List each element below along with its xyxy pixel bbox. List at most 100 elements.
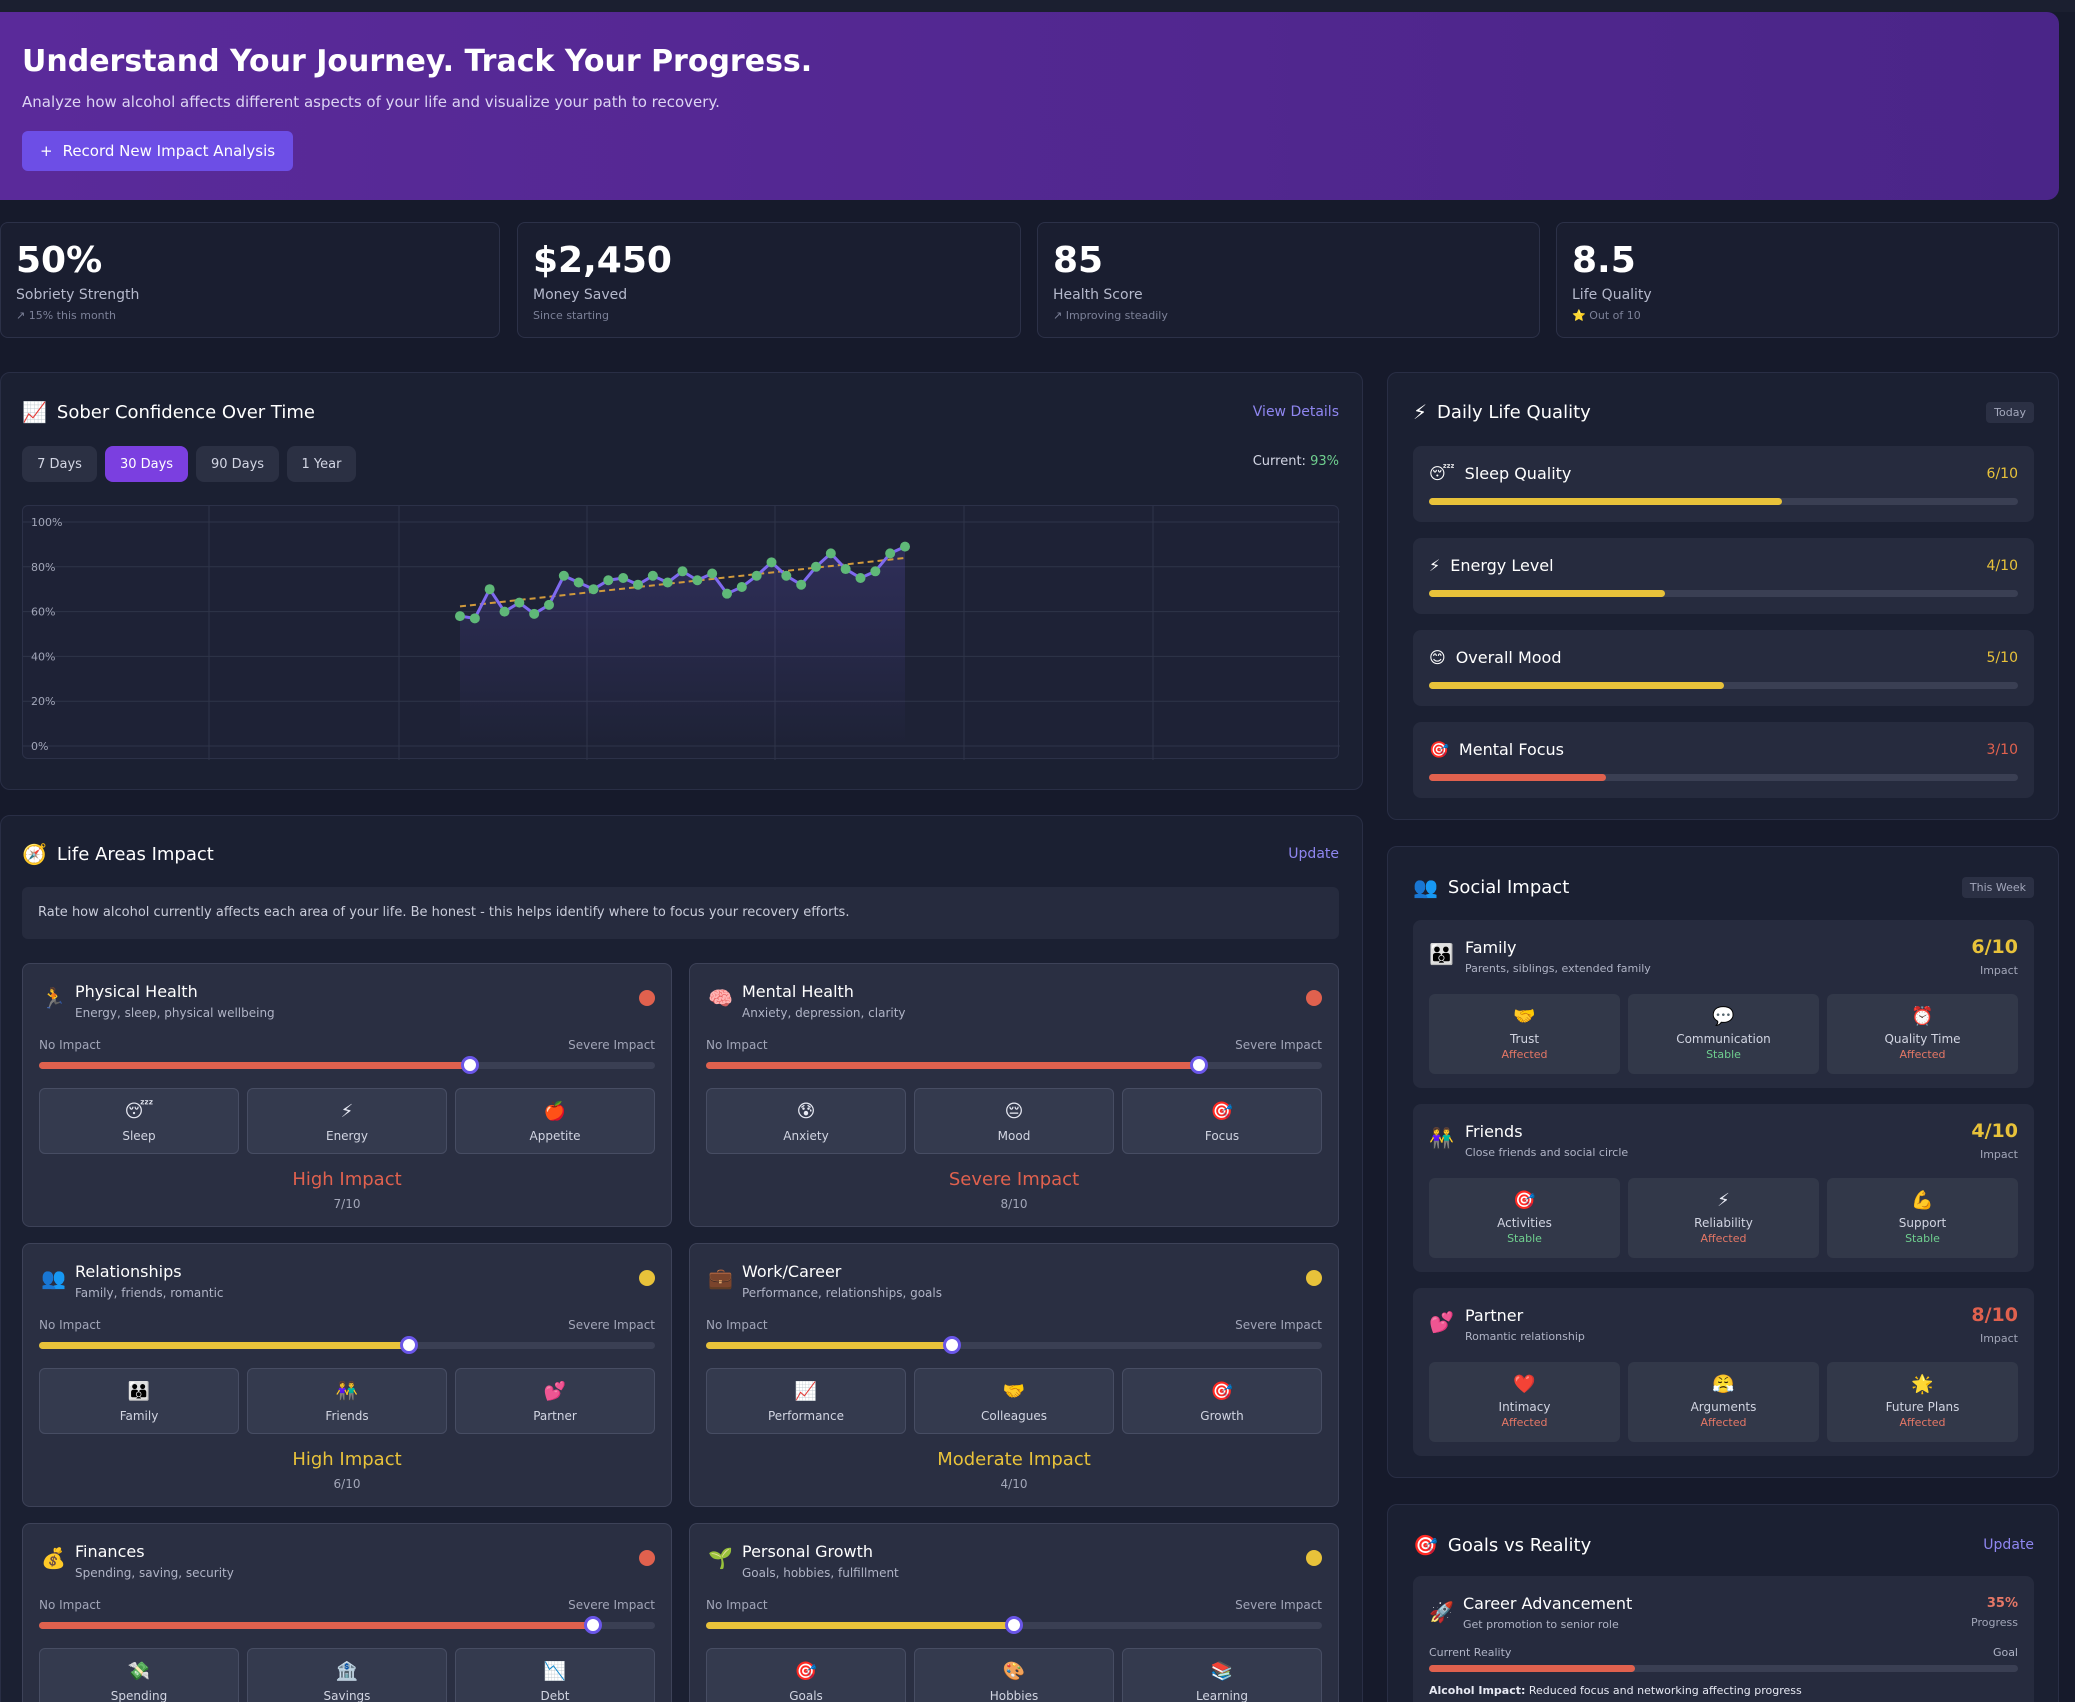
area-factor-tile[interactable]: 😴 Sleep	[39, 1088, 239, 1154]
area-factor-tile[interactable]: 💕 Partner	[455, 1368, 655, 1434]
impact-slider[interactable]	[706, 1336, 1322, 1354]
social-group-subtitle: Parents, siblings, extended family	[1465, 962, 1651, 975]
confidence-point	[514, 597, 525, 608]
life-area-card[interactable]: 🌱 Personal Growth Goals, hobbies, fulfil…	[689, 1523, 1339, 1702]
life-area-card[interactable]: 🏃 Physical Health Energy, sleep, physica…	[22, 963, 672, 1227]
area-factor-tile[interactable]: 🎯 Growth	[1122, 1368, 1322, 1434]
impact-slider-fill	[39, 1622, 594, 1629]
social-factor-tile[interactable]: ❤️ Intimacy Affected	[1429, 1362, 1620, 1442]
impact-verdict: Moderate Impact	[937, 1449, 1091, 1470]
daily-item-name: 😊 Overall Mood	[1429, 648, 1562, 667]
impact-slider[interactable]	[39, 1336, 655, 1354]
impact-slider-knob[interactable]	[461, 1056, 480, 1074]
impact-slider-knob[interactable]	[1005, 1616, 1023, 1634]
daily-item-fill	[1429, 498, 1783, 505]
area-factor-icon: 🏦	[335, 1661, 359, 1682]
area-factor-tile[interactable]: 🤝 Colleagues	[914, 1368, 1114, 1434]
area-factor-label: Learning	[1195, 1689, 1249, 1702]
view-details-link[interactable]: View Details	[1252, 404, 1339, 420]
impact-slider-knob[interactable]	[584, 1616, 603, 1634]
life-area-card[interactable]: 💰 Finances Spending, saving, security No…	[22, 1523, 672, 1702]
range-7-days[interactable]: 7 Days	[22, 446, 97, 482]
impact-slider[interactable]	[39, 1616, 655, 1634]
target-icon: 🎯	[1413, 1533, 1438, 1557]
social-factor-tile[interactable]: ⏰ Quality Time Affected	[1827, 994, 2018, 1074]
social-factor-tile[interactable]: 💪 Support Stable	[1827, 1178, 2018, 1258]
confidence-point	[529, 608, 540, 619]
life-area-card[interactable]: 💼 Work/Career Performance, relationships…	[689, 1243, 1339, 1507]
area-factor-tile[interactable]: 📈 Performance	[706, 1368, 906, 1434]
range-1-year[interactable]: 1 Year	[287, 446, 356, 482]
impact-slider[interactable]	[39, 1056, 655, 1074]
area-factor-label: Anxiety	[783, 1129, 829, 1143]
social-factor-tile[interactable]: 😤 Arguments Affected	[1628, 1362, 1819, 1442]
social-factor-tile[interactable]: 🤝 Trust Affected	[1429, 994, 1620, 1074]
social-impact-title: 👥 Social Impact	[1413, 875, 1570, 899]
area-factor-tile[interactable]: 😔 Mood	[914, 1088, 1114, 1154]
range-90-days[interactable]: 90 Days	[196, 446, 279, 482]
goals-update-link[interactable]: Update	[1983, 1537, 2034, 1553]
area-factor-tile[interactable]: 🎨 Hobbies	[914, 1648, 1114, 1702]
area-title: Finances	[75, 1542, 145, 1561]
impact-slider-knob[interactable]	[1189, 1056, 1208, 1074]
record-analysis-button[interactable]: + Record New Impact Analysis	[22, 131, 294, 171]
social-group-subtitle: Close friends and social circle	[1465, 1146, 1629, 1159]
area-factor-tile[interactable]: 📉 Debt	[455, 1648, 655, 1702]
area-factor-tile[interactable]: 👫 Friends	[247, 1368, 447, 1434]
impact-slider-knob[interactable]	[399, 1336, 418, 1354]
social-group-icon: 👫	[1429, 1126, 1454, 1150]
confidence-point	[499, 606, 510, 617]
social-group-card: 💕 Partner Romantic relationship 8/10 Imp…	[1413, 1288, 2034, 1456]
social-group-score: 6/10	[1971, 936, 2018, 958]
goal-target-label: Goal	[1992, 1646, 2018, 1659]
social-factor-tile[interactable]: ⚡ Reliability Affected	[1628, 1178, 1819, 1258]
social-factor-tile[interactable]: 💬 Communication Stable	[1628, 994, 1819, 1074]
hero-title: Understand Your Journey. Track Your Prog…	[22, 44, 813, 79]
impact-score: 8/10	[1000, 1197, 1028, 1211]
impact-slider[interactable]	[706, 1616, 1322, 1634]
confidence-point	[796, 579, 807, 590]
impact-verdict: High Impact	[292, 1169, 402, 1190]
impact-slider-knob[interactable]	[943, 1336, 962, 1354]
area-factor-tile[interactable]: 🎯 Goals	[706, 1648, 906, 1702]
no-impact-label: No Impact	[706, 1038, 768, 1052]
social-factor-tile[interactable]: 🌟 Future Plans Affected	[1827, 1362, 2018, 1442]
goal-career-advancement[interactable]: 🚀 Career Advancement Get promotion to se…	[1413, 1576, 2034, 1702]
area-factor-tile[interactable]: ⚡ Energy	[247, 1088, 447, 1154]
social-factor-tile[interactable]: 🎯 Activities Stable	[1429, 1178, 1620, 1258]
area-factor-tile[interactable]: 🎯 Focus	[1122, 1088, 1322, 1154]
area-factor-tile[interactable]: 🏦 Savings	[247, 1648, 447, 1702]
area-factor-tile[interactable]: 📚 Learning	[1122, 1648, 1322, 1702]
life-areas-title: 🧭 Life Areas Impact	[22, 842, 214, 866]
area-factor-tile[interactable]: 🍎 Appetite	[455, 1088, 655, 1154]
social-factor-label: Support	[1898, 1216, 1947, 1230]
social-factor-icon: 🎯	[1513, 1190, 1536, 1211]
range-30-days[interactable]: 30 Days	[105, 446, 188, 482]
stat-label: Life Quality	[1572, 287, 1652, 303]
confidence-point	[692, 575, 703, 586]
daily-item-name: 🎯 Mental Focus	[1429, 740, 1565, 759]
confidence-point	[633, 579, 643, 590]
impact-verdict: Severe Impact	[948, 1169, 1080, 1190]
area-factor-tile[interactable]: 💸 Spending	[39, 1648, 239, 1702]
area-factor-tile[interactable]: 👪 Family	[39, 1368, 239, 1434]
area-icon: 🌱	[708, 1546, 733, 1570]
life-area-card[interactable]: 👥 Relationships Family, friends, romanti…	[22, 1243, 672, 1507]
confidence-point	[736, 581, 747, 592]
confidence-title: 📈 Sober Confidence Over Time	[22, 400, 315, 424]
stat-value: 50%	[16, 240, 103, 281]
daily-item-icon: 🎯	[1429, 740, 1449, 759]
area-title: Relationships	[75, 1262, 182, 1281]
impact-slider[interactable]	[706, 1056, 1322, 1074]
compass-icon: 🧭	[22, 842, 47, 866]
daily-item-fill	[1429, 774, 1606, 781]
life-area-card[interactable]: 🧠 Mental Health Anxiety, depression, cla…	[689, 963, 1339, 1227]
area-factor-label: Sleep	[122, 1129, 156, 1143]
area-factor-label: Debt	[540, 1689, 570, 1702]
goal-progress-track	[1429, 1665, 2018, 1672]
area-subtitle: Spending, saving, security	[75, 1566, 234, 1580]
life-areas-update-link[interactable]: Update	[1288, 846, 1339, 862]
social-factor-label: Future Plans	[1885, 1400, 1960, 1414]
area-factor-tile[interactable]: 😰 Anxiety	[706, 1088, 906, 1154]
daily-item-fill	[1429, 682, 1724, 689]
